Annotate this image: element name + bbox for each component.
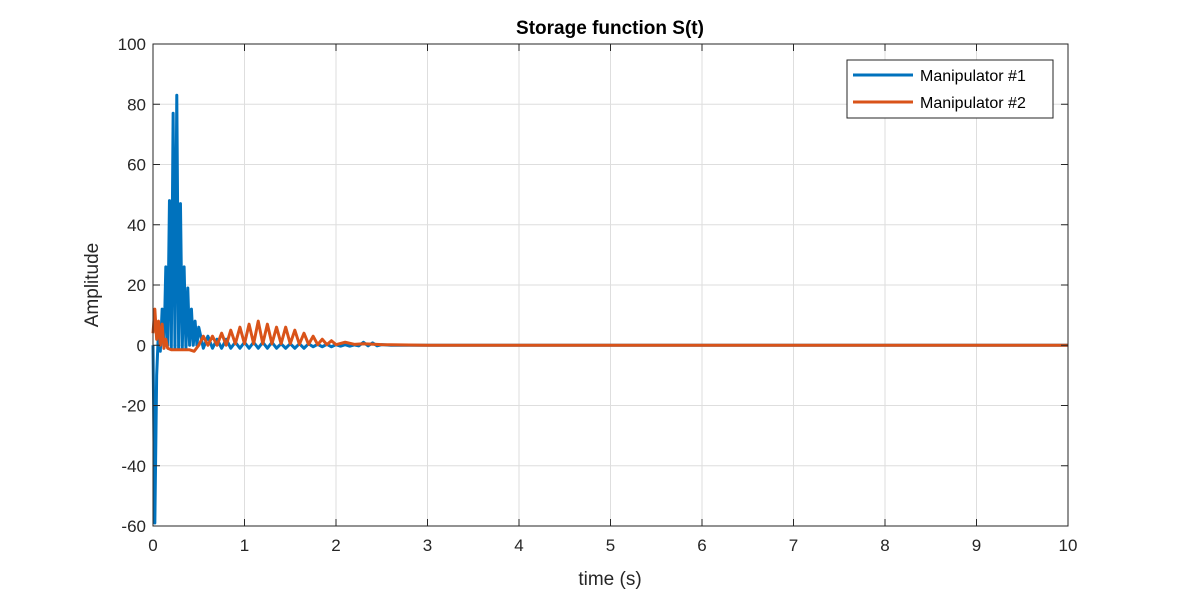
legend-label-manipulator-2: Manipulator #2: [920, 95, 1026, 112]
y-tick-label: 20: [127, 276, 146, 295]
y-tick-label: 80: [127, 95, 146, 114]
x-tick-label: 6: [697, 536, 706, 555]
x-tick-label: 0: [148, 536, 157, 555]
x-tick-label: 1: [240, 536, 249, 555]
y-tick-label: 40: [127, 216, 146, 235]
series-line-manipulator-2: [151, 307, 1068, 353]
x-tick-label: 4: [514, 536, 523, 555]
x-tick-labels: 0 1 2 3 4 5 6 7 8 9 10: [148, 536, 1077, 555]
y-tick-labels: -60 -40 -20 0 20 40 60 80 100: [118, 35, 146, 536]
legend-box: [846, 59, 1054, 119]
series-lines: [151, 93, 1068, 525]
x-tick-label: 10: [1059, 536, 1078, 555]
x-tick-label: 3: [423, 536, 432, 555]
y-tick-label: -20: [121, 397, 146, 416]
x-axis-label: time (s): [578, 569, 641, 590]
y-tick-label: -40: [121, 457, 146, 476]
y-tick-label: 60: [127, 156, 146, 175]
chart-title: Storage function S(t): [516, 18, 704, 39]
y-tick-label: -60: [121, 517, 146, 536]
x-tick-label: 7: [789, 536, 798, 555]
y-tick-label: 0: [137, 336, 146, 355]
x-tick-label: 8: [880, 536, 889, 555]
x-tick-label: 9: [972, 536, 981, 555]
y-axis-label: Amplitude: [82, 243, 103, 328]
y-tick-label: 100: [118, 35, 146, 54]
x-tick-label: 2: [331, 536, 340, 555]
tick-marks: [152, 43, 1069, 527]
x-tick-label: 5: [606, 536, 615, 555]
legend-label-manipulator-1: Manipulator #1: [920, 68, 1026, 85]
legend: Manipulator #1 Manipulator #2: [846, 59, 1054, 119]
